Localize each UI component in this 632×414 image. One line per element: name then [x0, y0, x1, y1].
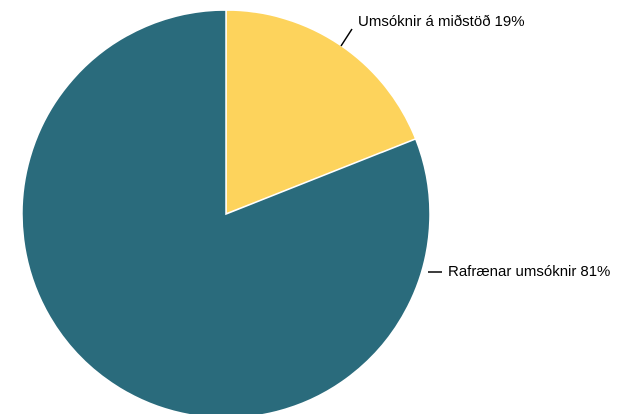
slice-name: Rafrænar umsóknir	[448, 263, 576, 280]
pie-slice	[21, 9, 431, 414]
leader-line	[340, 28, 353, 47]
slice-name: Umsóknir á miðstöð	[358, 13, 491, 30]
slice-label: Umsóknir á miðstöð 19%	[358, 13, 525, 30]
slice-value: 19%	[495, 13, 525, 30]
slice-value: 81%	[580, 263, 610, 280]
slice-label: Rafrænar umsóknir 81%	[448, 263, 610, 280]
